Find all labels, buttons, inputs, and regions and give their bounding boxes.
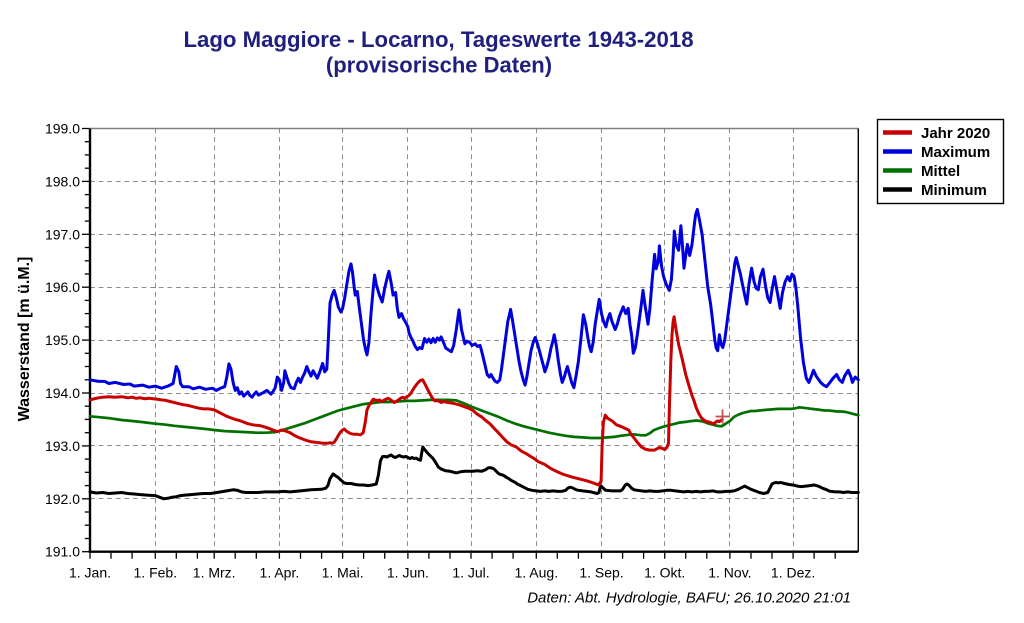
svg-text:1. Okt.: 1. Okt. (644, 565, 685, 581)
svg-text:192.0: 192.0 (45, 491, 80, 507)
svg-text:194.0: 194.0 (45, 385, 80, 401)
svg-text:Jahr 2020: Jahr 2020 (921, 125, 990, 142)
svg-text:1. Jun.: 1. Jun. (387, 565, 429, 581)
svg-text:Daten: Abt. Hydrologie, BAFU;: Daten: Abt. Hydrologie, BAFU; 26.10.2020… (527, 590, 851, 607)
svg-text:195.0: 195.0 (45, 332, 80, 348)
svg-text:1. Mai.: 1. Mai. (322, 565, 364, 581)
svg-text:197.0: 197.0 (45, 226, 80, 242)
svg-text:(provisorische Daten): (provisorische Daten) (326, 53, 552, 78)
svg-text:Minimum: Minimum (921, 182, 987, 199)
svg-text:199.0: 199.0 (45, 121, 80, 137)
svg-text:1. Nov.: 1. Nov. (708, 565, 751, 581)
svg-text:196.0: 196.0 (45, 279, 80, 295)
svg-text:Lago Maggiore - Locarno, Tages: Lago Maggiore - Locarno, Tageswerte 1943… (183, 27, 693, 52)
svg-text:Mittel: Mittel (921, 163, 960, 180)
svg-text:Maximum: Maximum (921, 144, 990, 161)
svg-text:1. Sep.: 1. Sep. (579, 565, 623, 581)
svg-text:1. Jul.: 1. Jul. (452, 565, 489, 581)
svg-text:193.0: 193.0 (45, 438, 80, 454)
svg-text:1. Mrz.: 1. Mrz. (193, 565, 236, 581)
svg-text:1. Jan.: 1. Jan. (69, 565, 111, 581)
svg-text:191.0: 191.0 (45, 544, 80, 560)
svg-text:1. Apr.: 1. Apr. (260, 565, 300, 581)
svg-text:198.0: 198.0 (45, 173, 80, 189)
svg-text:1. Feb.: 1. Feb. (134, 565, 178, 581)
svg-text:1. Dez.: 1. Dez. (771, 565, 815, 581)
svg-text:Wasserstand [m ü.M.]: Wasserstand [m ü.M.] (16, 257, 33, 422)
svg-text:1. Aug.: 1. Aug. (515, 565, 559, 581)
